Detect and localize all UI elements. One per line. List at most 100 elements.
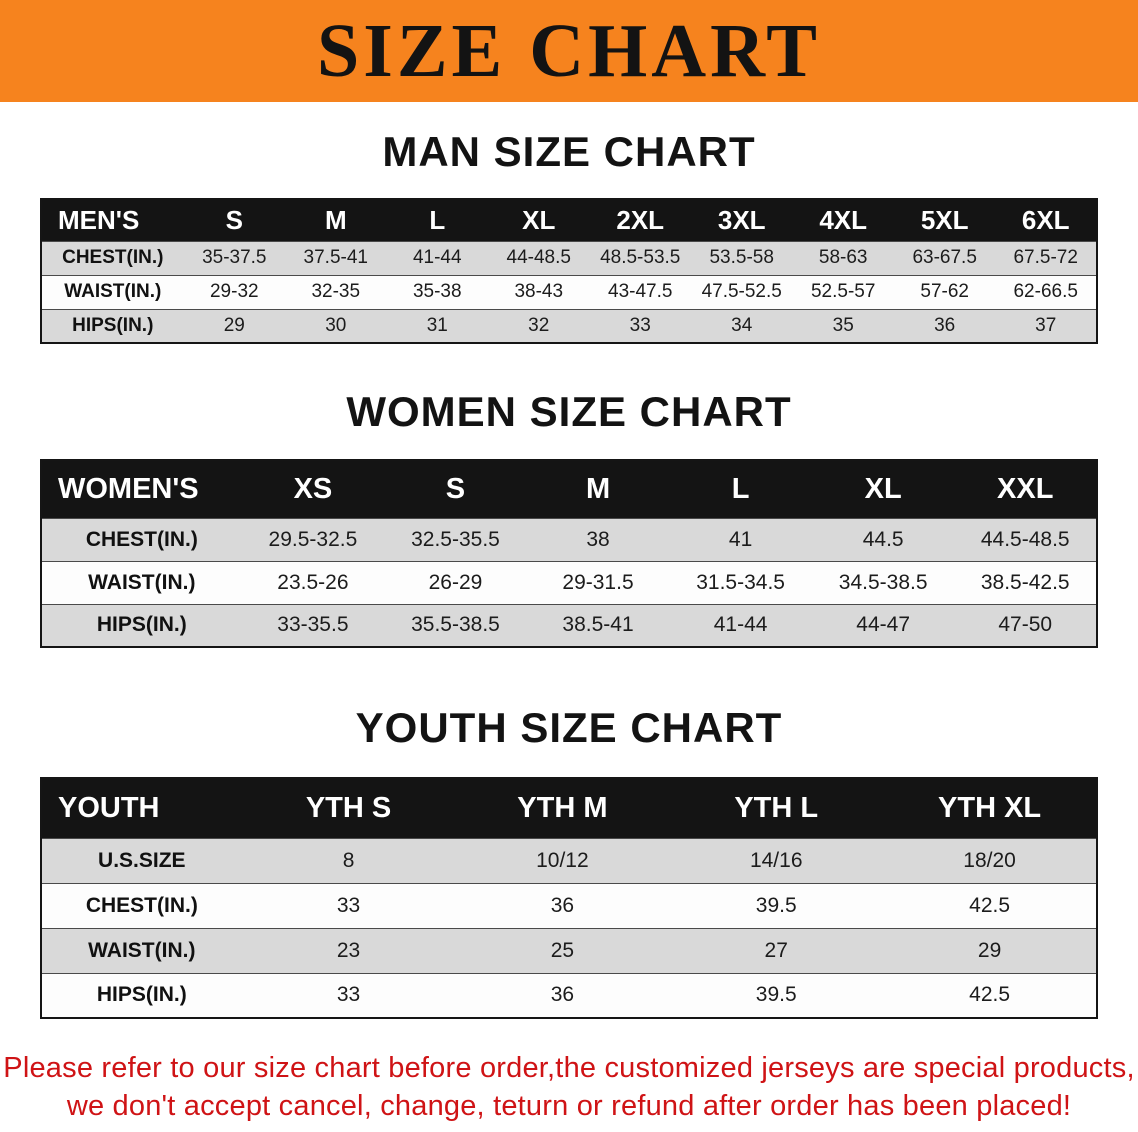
- men-chest-row: CHEST(IN.) 35-37.5 37.5-41 41-44 44-48.5…: [41, 240, 1097, 275]
- men-waist-row: WAIST(IN.) 29-32 32-35 35-38 38-43 43-47…: [41, 274, 1097, 309]
- women-waist-row: WAIST(IN.) 23.5-26 26-29 29-31.5 31.5-34…: [41, 560, 1097, 604]
- row-label: CHEST(IN.): [41, 240, 184, 275]
- women-chest-row: CHEST(IN.) 29.5-32.5 32.5-35.5 38 41 44.…: [41, 517, 1097, 561]
- men-header-label: MEN'S: [41, 199, 184, 241]
- youth-header-cell: YTH M: [455, 778, 670, 838]
- table-cell: 34.5-38.5: [811, 560, 955, 604]
- men-header-cell: 4XL: [792, 199, 894, 241]
- table-cell: 23: [241, 927, 456, 973]
- women-hips-row: HIPS(IN.) 33-35.5 35.5-38.5 38.5-41 41-4…: [41, 603, 1097, 647]
- men-header-cell: M: [285, 199, 387, 241]
- table-cell: 38: [526, 517, 670, 561]
- table-cell: 10/12: [455, 837, 670, 883]
- table-cell: 44.5: [811, 517, 955, 561]
- man-section-heading: MAN SIZE CHART: [382, 128, 756, 175]
- table-cell: 29: [883, 927, 1097, 973]
- table-cell: 31: [386, 308, 488, 343]
- table-cell: 14/16: [669, 837, 884, 883]
- women-header-cell: XS: [241, 460, 385, 518]
- row-label: HIPS(IN.): [41, 308, 184, 343]
- table-cell: 58-63: [792, 240, 894, 275]
- footer-line-1: Please refer to our size chart before or…: [3, 1052, 1135, 1084]
- table-cell: 29-32: [183, 274, 286, 309]
- table-cell: 26-29: [384, 560, 527, 604]
- table-cell: 35-38: [386, 274, 488, 309]
- men-size-table: MEN'S S M L XL 2XL 3XL 4XL 5XL 6XL CHEST…: [40, 198, 1098, 344]
- table-cell: 43-47.5: [589, 274, 691, 309]
- youth-header-row: YOUTH YTH S YTH M YTH L YTH XL: [41, 778, 1097, 838]
- women-header-row: WOMEN'S XS S M L XL XXL: [41, 460, 1097, 518]
- women-header-label: WOMEN'S: [41, 460, 242, 518]
- youth-section-heading: YOUTH SIZE CHART: [355, 704, 783, 751]
- row-label: CHEST(IN.): [41, 517, 242, 561]
- table-cell: 44-48.5: [488, 240, 590, 275]
- table-cell: 35: [792, 308, 894, 343]
- women-header-cell: S: [384, 460, 527, 518]
- table-cell: 36: [455, 882, 670, 928]
- table-cell: 36: [893, 308, 996, 343]
- table-cell: 63-67.5: [893, 240, 996, 275]
- banner-title: SIZE CHART: [316, 9, 821, 93]
- table-cell: 38.5-41: [526, 603, 670, 647]
- table-cell: 36: [455, 972, 670, 1018]
- youth-chest-row: CHEST(IN.) 33 36 39.5 42.5: [41, 882, 1097, 928]
- table-cell: 33-35.5: [241, 603, 385, 647]
- table-cell: 44.5-48.5: [954, 517, 1097, 561]
- table-cell: 67.5-72: [995, 240, 1097, 275]
- table-cell: 48.5-53.5: [589, 240, 691, 275]
- youth-header-label: YOUTH: [41, 778, 242, 838]
- table-cell: 33: [589, 308, 691, 343]
- table-cell: 57-62: [893, 274, 996, 309]
- table-cell: 52.5-57: [792, 274, 894, 309]
- table-cell: 35.5-38.5: [384, 603, 527, 647]
- men-header-cell: 3XL: [690, 199, 793, 241]
- table-cell: 41-44: [669, 603, 812, 647]
- table-cell: 42.5: [883, 972, 1097, 1018]
- men-header-row: MEN'S S M L XL 2XL 3XL 4XL 5XL 6XL: [41, 199, 1097, 241]
- youth-header-cell: YTH L: [669, 778, 884, 838]
- table-cell: 33: [241, 972, 456, 1018]
- table-cell: 29.5-32.5: [241, 517, 385, 561]
- footer-note: Please refer to our size chart before or…: [0, 1049, 1138, 1126]
- row-label: HIPS(IN.): [41, 972, 242, 1018]
- table-cell: 39.5: [669, 972, 884, 1018]
- men-header-cell: 2XL: [589, 199, 691, 241]
- table-cell: 29-31.5: [526, 560, 670, 604]
- women-header-cell: XXL: [954, 460, 1097, 518]
- table-cell: 18/20: [883, 837, 1097, 883]
- table-cell: 29: [183, 308, 286, 343]
- table-cell: 42.5: [883, 882, 1097, 928]
- youth-hips-row: HIPS(IN.) 33 36 39.5 42.5: [41, 972, 1097, 1018]
- table-cell: 31.5-34.5: [669, 560, 812, 604]
- table-cell: 33: [241, 882, 456, 928]
- women-section-heading: WOMEN SIZE CHART: [346, 388, 792, 435]
- table-cell: 38-43: [488, 274, 590, 309]
- table-cell: 44-47: [811, 603, 955, 647]
- table-cell: 53.5-58: [690, 240, 793, 275]
- men-hips-row: HIPS(IN.) 29 30 31 32 33 34 35 36 37: [41, 308, 1097, 343]
- youth-waist-row: WAIST(IN.) 23 25 27 29: [41, 927, 1097, 973]
- table-cell: 38.5-42.5: [954, 560, 1097, 604]
- table-cell: 25: [455, 927, 670, 973]
- table-cell: 23.5-26: [241, 560, 385, 604]
- table-cell: 32: [488, 308, 590, 343]
- youth-header-cell: YTH XL: [883, 778, 1097, 838]
- row-label: HIPS(IN.): [41, 603, 242, 647]
- women-header-cell: L: [669, 460, 812, 518]
- women-header-cell: XL: [811, 460, 955, 518]
- table-cell: 39.5: [669, 882, 884, 928]
- table-cell: 41: [669, 517, 812, 561]
- women-header-cell: M: [526, 460, 670, 518]
- row-label: CHEST(IN.): [41, 882, 242, 928]
- women-size-table: WOMEN'S XS S M L XL XXL CHEST(IN.) 29.5-…: [40, 459, 1098, 648]
- table-cell: 8: [241, 837, 456, 883]
- footer-line-2: we don't accept cancel, change, teturn o…: [66, 1090, 1072, 1123]
- men-header-cell: 6XL: [995, 199, 1097, 241]
- table-cell: 30: [285, 308, 387, 343]
- table-cell: 32.5-35.5: [384, 517, 527, 561]
- table-cell: 41-44: [386, 240, 488, 275]
- youth-header-cell: YTH S: [241, 778, 456, 838]
- size-chart-banner: SIZE CHART: [0, 0, 1138, 102]
- table-cell: 37.5-41: [285, 240, 387, 275]
- table-cell: 34: [690, 308, 793, 343]
